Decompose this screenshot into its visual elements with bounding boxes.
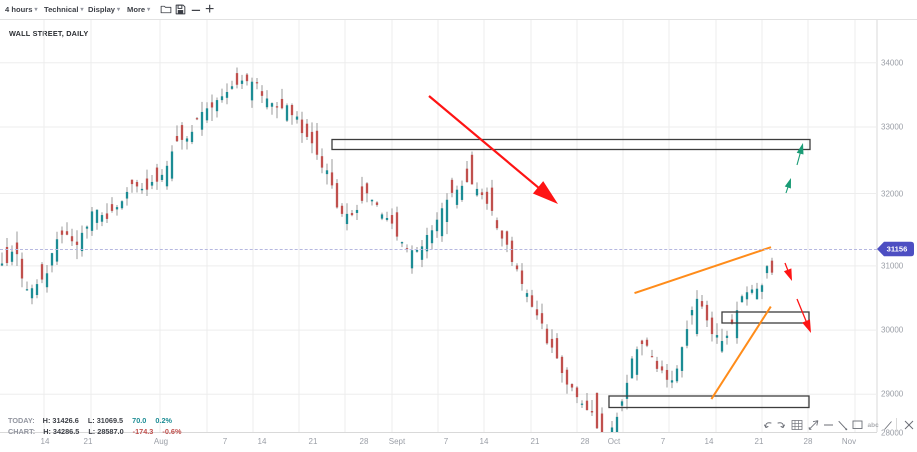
svg-text:abc: abc [868, 422, 880, 429]
